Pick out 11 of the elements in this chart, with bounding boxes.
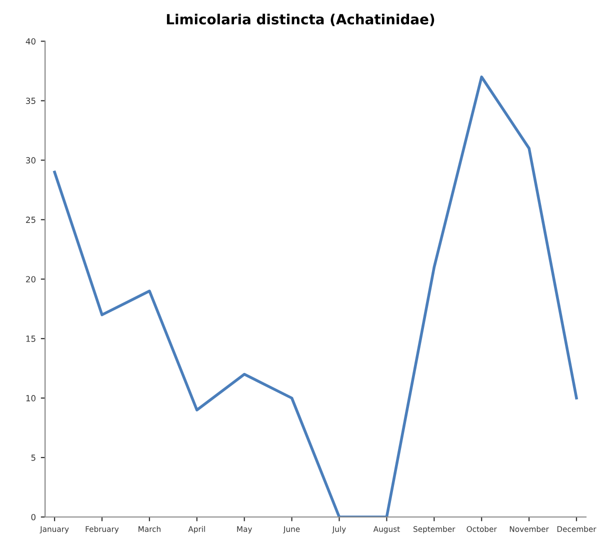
chart-title: Limicolaria distincta (Achatinidae): [166, 14, 434, 26]
y-tick-label: 5: [31, 454, 36, 461]
y-tick-label: 10: [26, 395, 36, 402]
line-series: [53, 76, 578, 517]
y-tick-label: 20: [26, 276, 36, 282]
y-tick-label: 35: [26, 98, 36, 104]
y-tick-label: 15: [26, 336, 36, 342]
y-tick-label: 25: [26, 216, 36, 223]
y-tick-label: 30: [26, 157, 36, 164]
y-tick-label: 0: [31, 514, 36, 520]
y-tick-label: 40: [26, 38, 36, 45]
